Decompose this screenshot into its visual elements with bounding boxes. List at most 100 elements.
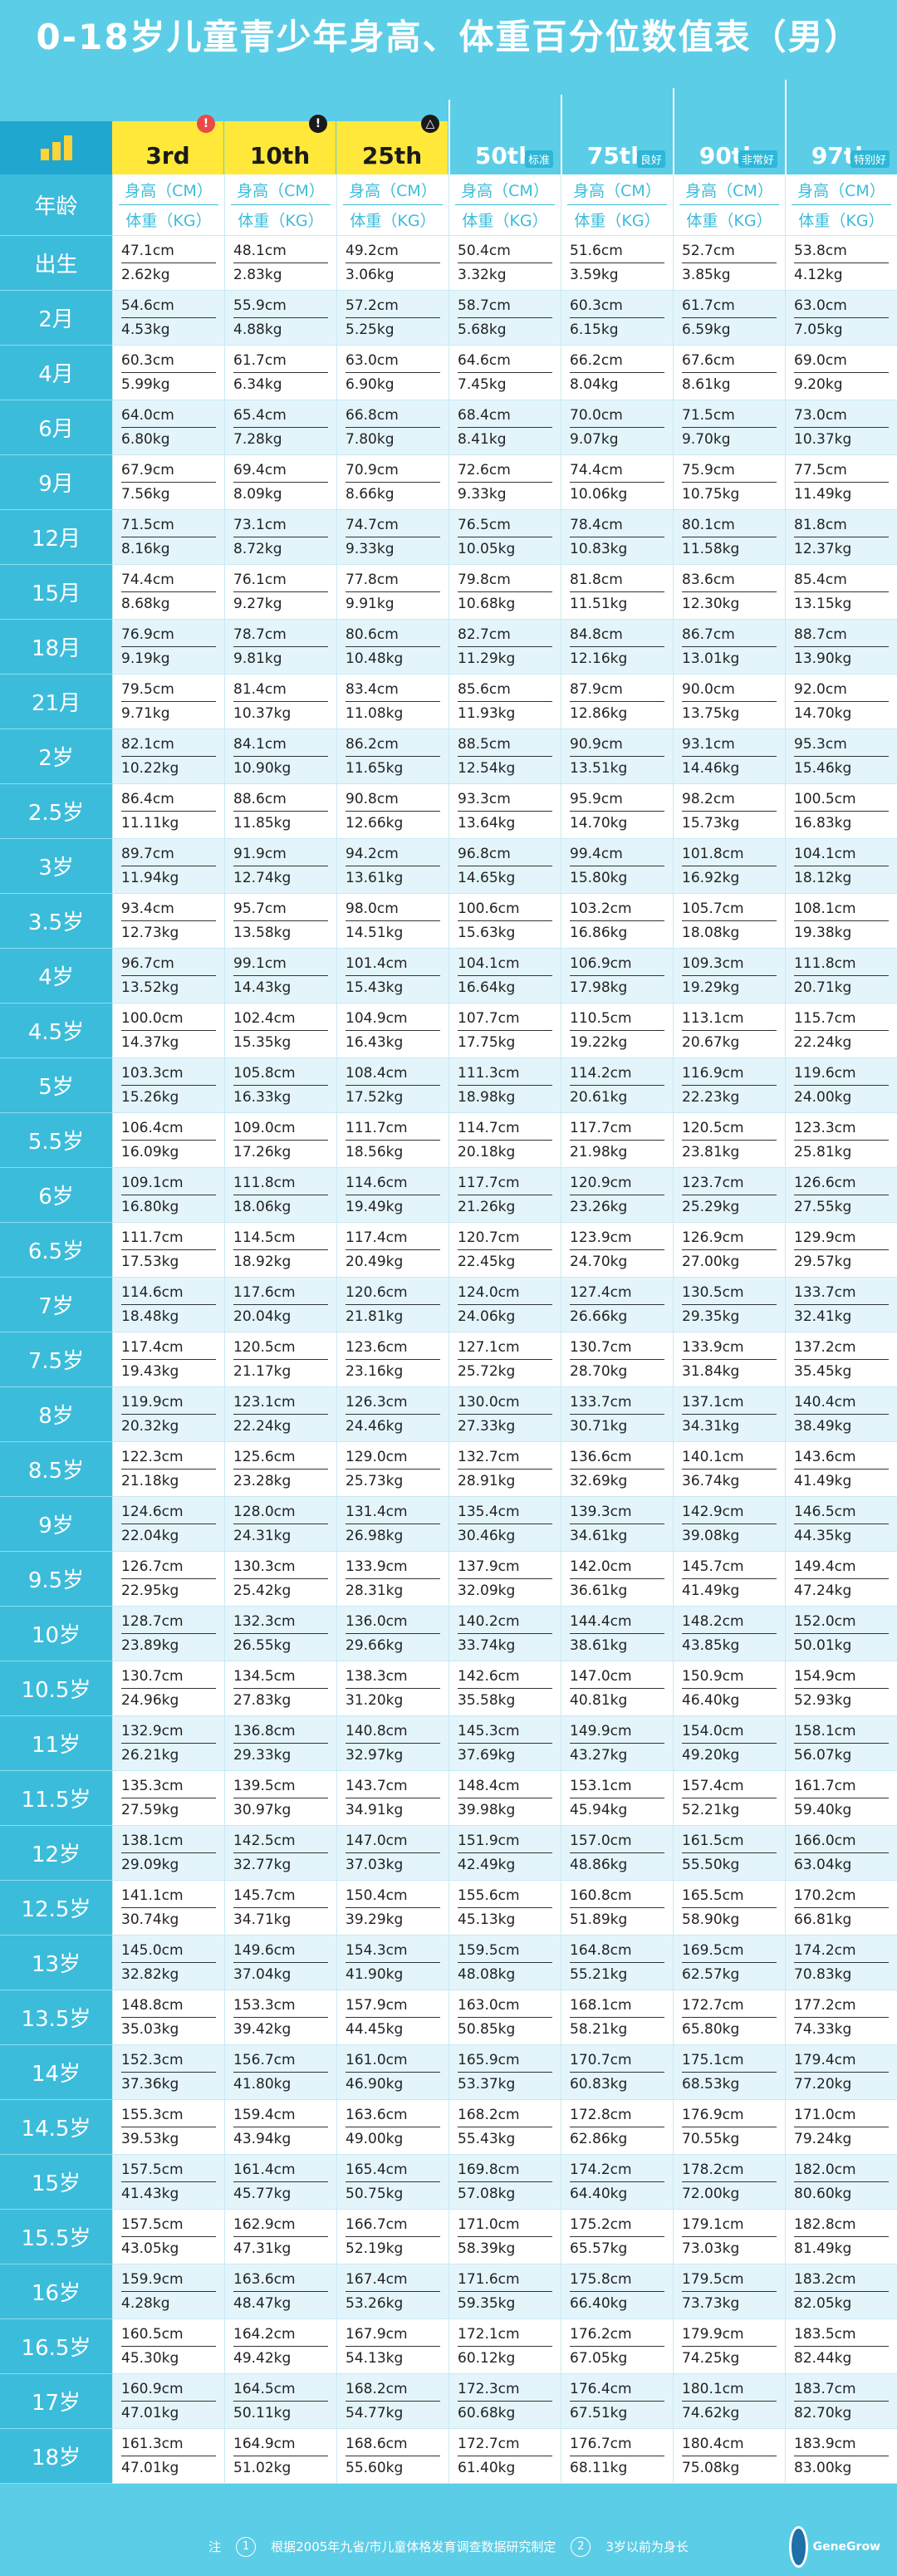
height-value: 74.4cm <box>121 572 216 592</box>
value-cell: 104.1cm 16.64kg <box>448 949 561 1003</box>
height-value: 120.9cm <box>570 1175 664 1195</box>
weight-value: 32.82kg <box>121 1966 179 1983</box>
value-cell: 165.4cm 50.75kg <box>336 2155 448 2210</box>
value-cell: 96.7cm 13.52kg <box>112 949 224 1003</box>
height-value: 145.7cm <box>233 1887 328 1908</box>
height-value: 123.3cm <box>794 1120 889 1141</box>
value-cell: 123.3cm 25.81kg <box>785 1113 897 1168</box>
weight-value: 57.08kg <box>458 2186 516 2202</box>
subheader-cell: 身高（CM） 体重（KG） <box>112 174 224 236</box>
value-cell: 169.5cm 62.57kg <box>673 1936 785 1990</box>
weight-value: 8.04kg <box>570 376 619 393</box>
weight-value: 49.00kg <box>346 2131 404 2147</box>
weight-value: 31.20kg <box>346 1692 404 1709</box>
weight-value: 11.08kg <box>346 705 404 722</box>
weight-value: 29.09kg <box>121 1857 179 1873</box>
value-cell: 126.3cm 24.46kg <box>336 1387 448 1442</box>
weight-value: 20.71kg <box>794 979 852 996</box>
weight-value: 6.15kg <box>570 321 619 338</box>
weight-value: 51.02kg <box>233 2460 292 2476</box>
value-cell: 68.4cm 8.41kg <box>448 400 561 455</box>
height-value: 137.2cm <box>794 1339 889 1360</box>
weight-value: 16.64kg <box>458 979 516 996</box>
table-row: 9岁 124.6cm 22.04kg 128.0cm 24.31kg 131.4cm 26.… <box>0 1497 897 1552</box>
value-cell: 107.7cm 17.75kg <box>448 1003 561 1058</box>
value-cell: 163.6cm 48.47kg <box>224 2264 336 2319</box>
height-value: 86.2cm <box>346 736 440 757</box>
height-value: 133.9cm <box>346 1558 440 1579</box>
height-value: 137.9cm <box>458 1558 552 1579</box>
weight-value: 38.49kg <box>794 1418 852 1435</box>
percentile-97th: 97th 特别好 <box>785 80 896 174</box>
value-cell: 170.7cm 60.83kg <box>561 2045 673 2100</box>
height-value: 81.8cm <box>570 572 664 592</box>
height-value: 140.8cm <box>346 1723 440 1744</box>
weight-value: 54.77kg <box>346 2405 404 2421</box>
value-cell: 172.7cm 65.80kg <box>673 1990 785 2045</box>
age-label: 12月 <box>0 510 112 565</box>
value-cell: 111.7cm 17.53kg <box>112 1223 224 1278</box>
height-header: 身高（CM） <box>791 179 892 205</box>
value-cell: 64.6cm 7.45kg <box>448 346 561 400</box>
seal-icon <box>789 2526 808 2568</box>
height-value: 84.1cm <box>233 736 328 757</box>
height-value: 124.6cm <box>121 1504 216 1524</box>
value-cell: 105.7cm 18.08kg <box>673 894 785 949</box>
value-cell: 133.7cm 32.41kg <box>785 1278 897 1332</box>
weight-value: 9.27kg <box>233 596 282 612</box>
value-cell: 160.8cm 51.89kg <box>561 1881 673 1936</box>
value-cell: 129.0cm 25.73kg <box>336 1442 448 1497</box>
height-header: 身高（CM） <box>454 179 556 205</box>
weight-value: 14.46kg <box>682 760 740 777</box>
value-cell: 133.9cm 28.31kg <box>336 1552 448 1607</box>
weight-value: 19.22kg <box>570 1034 628 1051</box>
weight-value: 9.07kg <box>570 431 619 448</box>
age-label: 5.5岁 <box>0 1113 112 1168</box>
value-cell: 92.0cm 14.70kg <box>785 675 897 729</box>
height-value: 154.3cm <box>346 1942 440 1963</box>
height-value: 166.7cm <box>346 2216 440 2237</box>
value-cell: 145.7cm 41.49kg <box>673 1552 785 1607</box>
value-cell: 140.8cm 32.97kg <box>336 1716 448 1771</box>
height-value: 167.4cm <box>346 2271 440 2292</box>
weight-value: 15.35kg <box>233 1034 292 1051</box>
weight-value: 37.04kg <box>233 1966 292 1983</box>
weight-value: 17.26kg <box>233 1144 292 1160</box>
value-cell: 117.7cm 21.26kg <box>448 1168 561 1223</box>
height-value: 85.6cm <box>458 681 552 702</box>
value-cell: 120.6cm 21.81kg <box>336 1278 448 1332</box>
value-cell: 94.2cm 13.61kg <box>336 839 448 894</box>
height-value: 117.6cm <box>233 1284 328 1305</box>
height-value: 86.4cm <box>121 791 216 812</box>
value-cell: 154.0cm 49.20kg <box>673 1716 785 1771</box>
value-cell: 148.8cm 35.03kg <box>112 1990 224 2045</box>
weight-value: 3.59kg <box>570 267 619 283</box>
value-cell: 142.0cm 36.61kg <box>561 1552 673 1607</box>
value-cell: 133.9cm 31.84kg <box>673 1332 785 1387</box>
weight-value: 24.46kg <box>346 1418 404 1435</box>
table-row: 12岁 138.1cm 29.09kg 142.5cm 32.77kg 147.0cm 37… <box>0 1826 897 1881</box>
value-cell: 108.4cm 17.52kg <box>336 1058 448 1113</box>
height-value: 128.7cm <box>121 1613 216 1634</box>
weight-value: 16.86kg <box>570 925 628 941</box>
height-value: 113.1cm <box>682 1010 777 1031</box>
height-value: 100.5cm <box>794 791 889 812</box>
value-cell: 172.1cm 60.12kg <box>448 2319 561 2374</box>
value-cell: 103.3cm 15.26kg <box>112 1058 224 1113</box>
height-value: 169.5cm <box>682 1942 777 1963</box>
age-label: 13岁 <box>0 1936 112 1990</box>
percentile-label: 10th <box>249 142 311 169</box>
height-value: 117.7cm <box>570 1120 664 1141</box>
weight-value: 22.24kg <box>794 1034 852 1051</box>
weight-value: 19.43kg <box>121 1363 179 1380</box>
value-cell: 163.6cm 49.00kg <box>336 2100 448 2155</box>
height-value: 162.9cm <box>233 2216 328 2237</box>
value-cell: 176.9cm 70.55kg <box>673 2100 785 2155</box>
value-cell: 117.7cm 21.98kg <box>561 1113 673 1168</box>
weight-value: 16.43kg <box>346 1034 404 1051</box>
value-cell: 50.4cm 3.32kg <box>448 236 561 291</box>
height-value: 55.9cm <box>233 297 328 318</box>
height-value: 168.2cm <box>458 2107 552 2127</box>
value-cell: 74.4cm 8.68kg <box>112 565 224 620</box>
table-row: 14岁 152.3cm 37.36kg 156.7cm 41.80kg 161.0cm 46… <box>0 2045 897 2100</box>
